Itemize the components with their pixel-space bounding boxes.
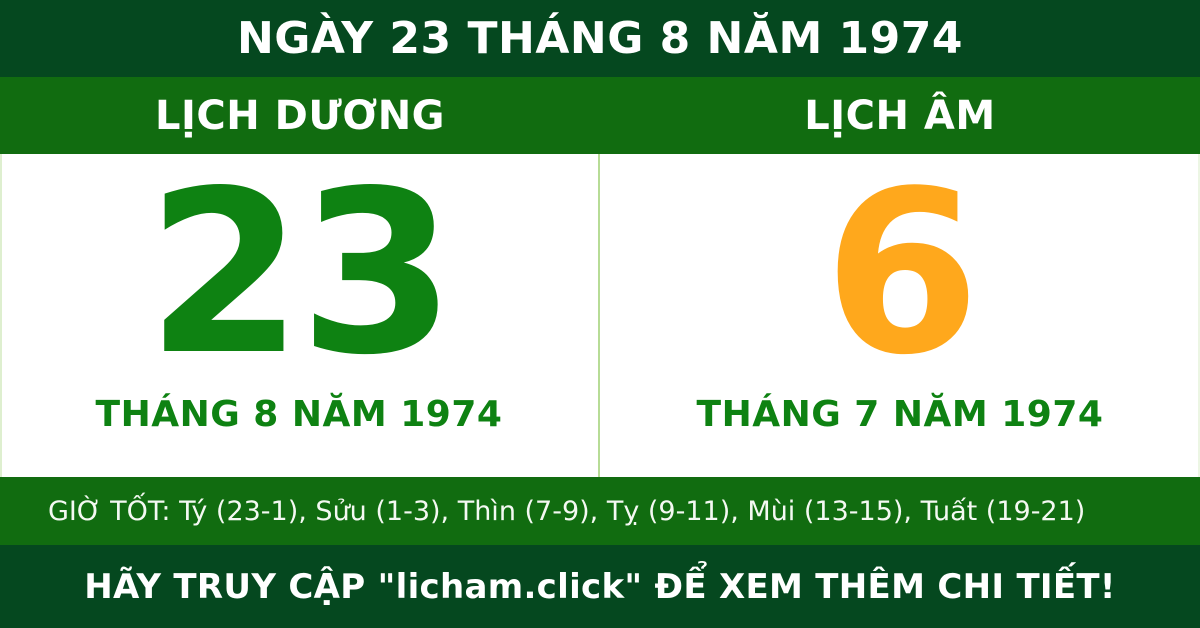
solar-calendar-header: LỊCH DƯƠNG [155,92,445,139]
calendar-type-header-bar: LỊCH DƯƠNG LỊCH ÂM [0,77,1200,154]
solar-day-panel: 23 THÁNG 8 NĂM 1974 [0,154,600,477]
day-panels: 23 THÁNG 8 NĂM 1974 6 THÁNG 7 NĂM 1974 [0,154,1200,477]
lunar-month-label: THÁNG 7 NĂM 1974 [696,394,1104,436]
lunar-day-panel: 6 THÁNG 7 NĂM 1974 [600,154,1200,477]
solar-day-number: 23 [146,143,455,405]
footer-cta-text: HÃY TRUY CẬP "licham.click" ĐỂ XEM THÊM … [84,566,1116,607]
lunar-day-number: 6 [823,143,981,405]
solar-month-label: THÁNG 8 NĂM 1974 [95,394,503,436]
footer-bar: HÃY TRUY CẬP "licham.click" ĐỂ XEM THÊM … [0,545,1200,628]
page-title: NGÀY 23 THÁNG 8 NĂM 1974 [236,13,964,64]
good-hours-bar: GIỜ TỐT: Tý (23-1), Sửu (1-3), Thìn (7-9… [0,477,1200,545]
date-title-bar: NGÀY 23 THÁNG 8 NĂM 1974 [0,0,1200,77]
good-hours-text: GIỜ TỐT: Tý (23-1), Sửu (1-3), Thìn (7-9… [48,495,1086,527]
lunar-calendar-header: LỊCH ÂM [804,92,996,139]
